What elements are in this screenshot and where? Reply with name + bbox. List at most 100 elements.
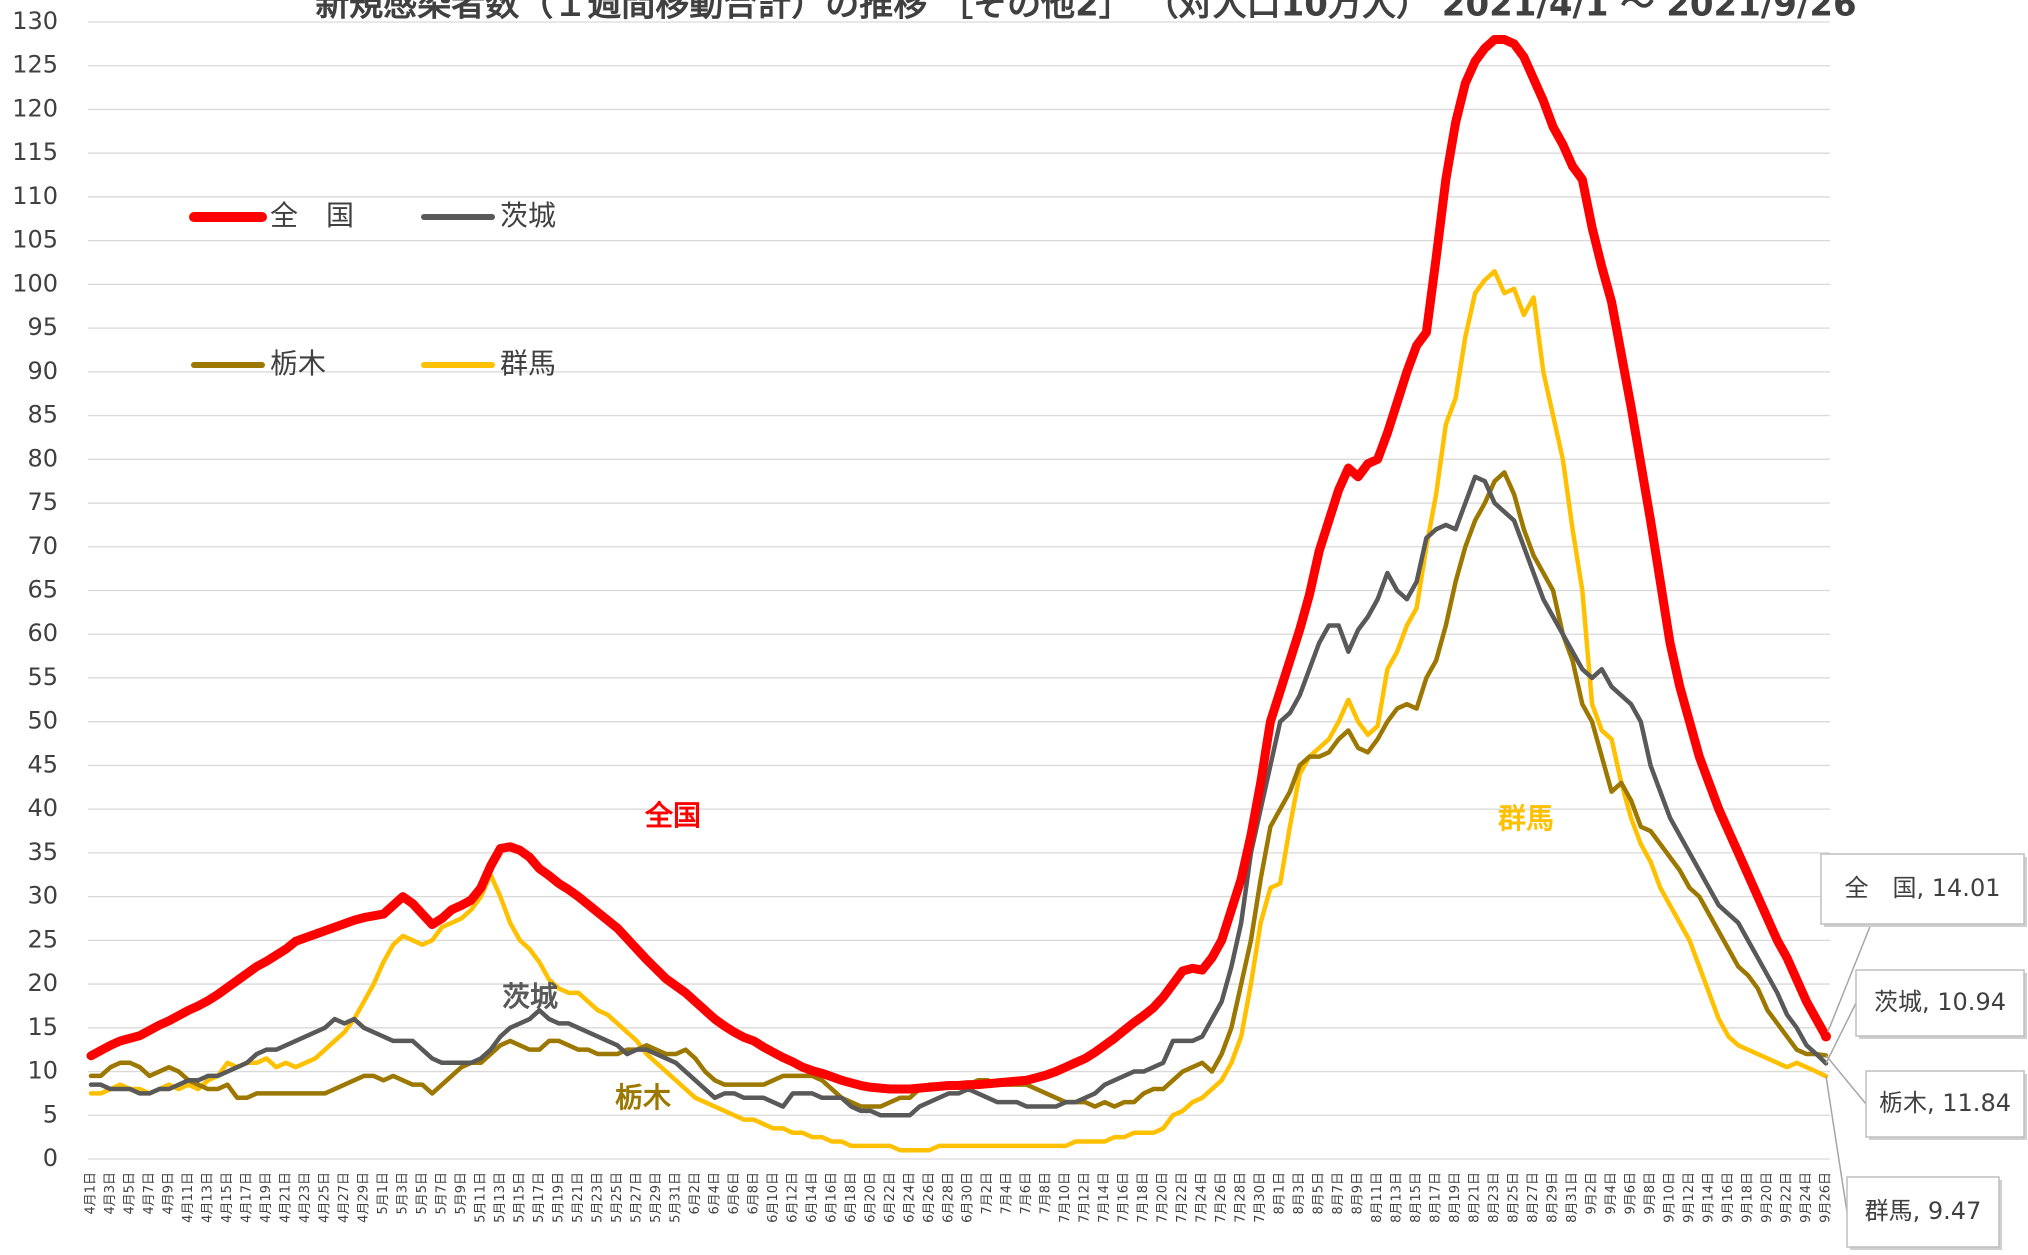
x-tick-label: 8月5日 [1312,1172,1327,1215]
x-tick-label: 8月15日 [1409,1172,1424,1223]
series-line [86,34,1831,1094]
y-tick-label: 5 [43,1100,58,1128]
annotation: 茨城 [502,980,558,1013]
x-tick-label: 4月21日 [278,1172,293,1223]
y-tick-label: 115 [12,138,58,166]
x-tick-label: 8月27日 [1526,1172,1541,1223]
leader-line [1825,1054,1867,1105]
x-tick-label: 5月13日 [493,1172,508,1223]
x-tick-label: 9月10日 [1663,1172,1678,1223]
leader-line [1825,1002,1857,1064]
y-tick-label: 130 [12,7,58,35]
x-tick-label: 7月12日 [1078,1172,1093,1223]
callout-label: 全 国, 14.01 [1845,874,2001,902]
x-tick-label: 9月20日 [1760,1172,1775,1223]
x-tick-label: 7月26日 [1214,1172,1229,1223]
x-tick-label: 6月10日 [766,1172,781,1223]
x-tick-label: 9月16日 [1721,1172,1736,1223]
x-tick-label: 7月6日 [1019,1172,1034,1215]
x-tick-label: 8月21日 [1468,1172,1483,1223]
x-tick-label: 5月1日 [376,1172,391,1215]
x-tick-label: 7月24日 [1195,1172,1210,1223]
y-tick-label: 70 [27,532,58,560]
x-tick-label: 7月16日 [1117,1172,1132,1223]
x-tick-label: 4月7日 [142,1172,157,1215]
x-tick-label: 8月9日 [1351,1172,1366,1215]
x-tick-label: 6月18日 [844,1172,859,1223]
x-tick-label: 6月26日 [922,1172,937,1223]
end-marker [1821,1031,1831,1042]
x-tick-label: 7月4日 [1000,1172,1015,1215]
x-tick-label: 5月3日 [395,1172,410,1215]
x-tick-label: 9月26日 [1819,1172,1834,1223]
x-tick-label: 9月6日 [1624,1172,1639,1215]
x-tick-label: 8月13日 [1390,1172,1405,1223]
x-tick-label: 8月29日 [1546,1172,1561,1223]
x-tick-label: 6月6日 [727,1172,742,1215]
x-tick-label: 5月29日 [649,1172,664,1223]
legend-label: 栃木 [270,347,326,380]
x-tick-label: 6月4日 [707,1172,722,1215]
x-tick-label: 5月19日 [551,1172,566,1223]
y-tick-label: 90 [27,357,58,385]
annotation: 全国 [644,799,701,832]
x-tick-label: 9月2日 [1585,1172,1600,1215]
callout-box [1820,853,2025,925]
y-tick-label: 10 [27,1057,58,1085]
x-tick-label: 4月25日 [317,1172,332,1223]
x-tick-label: 9月12日 [1682,1172,1697,1223]
x-tick-label: 8月3日 [1292,1172,1307,1215]
y-tick-label: 60 [27,619,58,647]
x-tick-label: 4月23日 [298,1172,313,1223]
x-tick-label: 4月19日 [259,1172,274,1223]
y-tick-label: 65 [27,576,58,604]
x-tick-label: 8月7日 [1331,1172,1346,1215]
x-tick-label: 6月8日 [746,1172,761,1215]
y-tick-label: 75 [27,488,58,516]
y-tick-label: 55 [27,663,58,691]
x-tick-label: 4月15日 [220,1172,235,1223]
x-tick-label: 9月8日 [1643,1172,1658,1215]
x-tick-label: 7月8日 [1039,1172,1054,1215]
annotation: 栃木 [615,1081,671,1114]
x-tick-label: 4月29日 [356,1172,371,1223]
x-tick-label: 6月14日 [805,1172,820,1223]
chart-title: 新規感染者数（１週間移動合計）の推移 ［その他2］ （対人口10万人） 2021… [315,0,1856,25]
x-tick-label: 9月4日 [1604,1172,1619,1215]
series-line [88,269,1829,1153]
x-tick-label: 8月17日 [1429,1172,1444,1223]
callout-box [1855,969,2025,1037]
y-tick-label: 0 [43,1144,58,1172]
y-tick-label: 85 [27,401,58,429]
y-tick-label: 45 [27,750,58,778]
y-tick-label: 100 [12,269,58,297]
callout-box [1865,1070,2025,1138]
callout-label: 茨城, 10.94 [1874,988,2006,1016]
y-tick-label: 120 [12,94,58,122]
x-tick-label: 5月31日 [668,1172,683,1223]
x-tick-label: 6月28日 [941,1172,956,1223]
x-tick-label: 7月22日 [1175,1172,1190,1223]
callout-label: 栃木, 11.84 [1879,1089,2011,1117]
x-tick-label: 8月19日 [1448,1172,1463,1223]
x-tick-label: 5月17日 [532,1172,547,1223]
y-tick-label: 35 [27,838,58,866]
x-tick-label: 7月10日 [1058,1172,1073,1223]
x-tick-label: 6月2日 [688,1172,703,1215]
x-tick-label: 4月5日 [122,1172,137,1215]
legend-label: 群馬 [500,347,556,380]
series-line [88,474,1829,1118]
y-tick-label: 30 [27,882,58,910]
x-tick-label: 5月11日 [473,1172,488,1223]
legend-label: 全 国 [270,199,354,232]
x-tick-label: 5月27日 [629,1172,644,1223]
callout-box [1846,1176,2000,1248]
x-tick-label: 4月9日 [161,1172,176,1215]
x-tick-label: 5月9日 [454,1172,469,1215]
x-tick-label: 9月18日 [1741,1172,1756,1223]
annotation: 群馬 [1498,802,1554,835]
y-tick-label: 25 [27,925,58,953]
x-tick-label: 5月23日 [590,1172,605,1223]
